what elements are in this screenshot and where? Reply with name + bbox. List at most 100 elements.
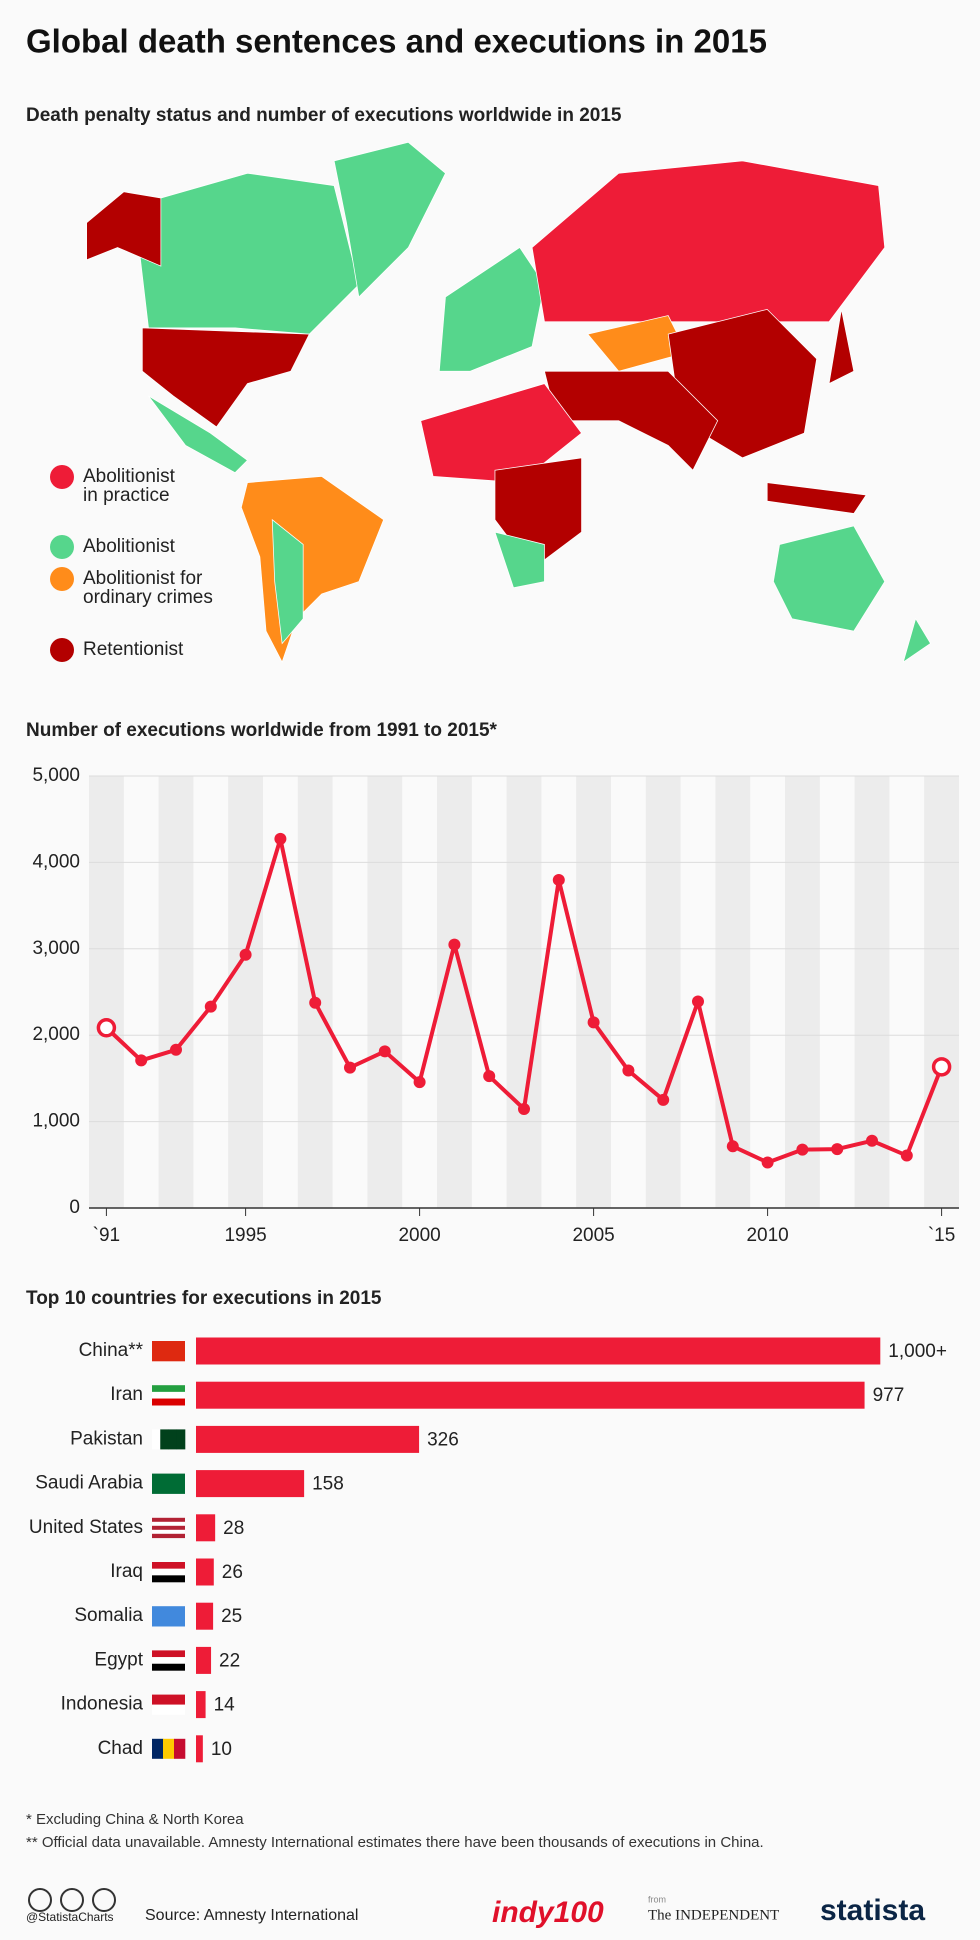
flag [176,1429,186,1450]
value-label: 326 [427,1429,459,1450]
flag [152,1704,185,1715]
point [831,1143,844,1156]
value-label: 22 [219,1650,240,1671]
band [367,776,403,1208]
y-tick-label: 1,000 [32,1111,80,1132]
cc-icon [28,1888,52,1912]
flag [160,1429,169,1450]
y-tick-label: 3,000 [32,938,80,959]
flag [168,1429,178,1450]
bar [196,1425,420,1453]
flag [152,1657,185,1665]
flag [163,1738,175,1759]
flag [152,1568,185,1576]
map-subtitle: Death penalty status and number of execu… [26,105,622,126]
footnote: * Excluding China & North Korea [26,1811,244,1828]
point [726,1140,739,1153]
flag [152,1385,185,1393]
flag [152,1525,185,1531]
point [761,1156,774,1169]
band [576,776,611,1208]
band [506,776,542,1208]
flag [152,1341,185,1362]
flag [152,1391,185,1399]
category-label: United States [29,1517,143,1538]
bar [196,1735,203,1763]
x-tick-label: 1995 [224,1225,266,1246]
band [785,776,820,1208]
legend-swatch [50,535,74,559]
legend-label: Abolitionist for [83,568,203,589]
point [170,1043,182,1056]
x-tick-label: 2005 [572,1225,614,1246]
point [448,938,461,951]
point [900,1149,913,1162]
band [158,776,194,1208]
category-label: Egypt [94,1649,143,1670]
y-tick-label: 4,000 [32,851,80,872]
flag [152,1694,185,1705]
bar [196,1558,214,1586]
chart-title: Top 10 countries for executions in 2015 [26,1288,382,1309]
by-icon [60,1888,84,1912]
nd-icon [92,1888,116,1912]
x-tick-label: 2000 [398,1225,440,1246]
value-label: 1,000+ [888,1341,947,1362]
legend-label: ordinary crimes [83,587,213,608]
point [239,948,252,961]
point [274,832,287,845]
value-label: 25 [221,1606,242,1627]
category-label: Indonesia [61,1694,144,1715]
legend-swatch [50,638,74,662]
flag [152,1650,185,1658]
point [657,1093,670,1106]
bar [196,1514,216,1542]
category-label: Somalia [74,1605,143,1626]
flag [152,1517,185,1523]
point [309,996,322,1009]
y-tick-label: 0 [69,1197,80,1218]
flag [152,1533,185,1539]
footnote: ** Official data unavailable. Amnesty In… [26,1834,764,1851]
category-label: China** [79,1340,144,1361]
chart-title: Number of executions worldwide from 1991… [26,720,498,741]
band [924,776,959,1208]
value-label: 26 [222,1562,243,1583]
bar [196,1646,212,1674]
band [297,776,333,1208]
source: Source: Amnesty International [145,1907,358,1924]
legend-label: Abolitionist [83,466,176,487]
point [204,1000,217,1013]
y-tick-label: 2,000 [32,1024,80,1045]
flag [152,1473,185,1494]
point [796,1143,809,1156]
category-label: Iraq [110,1561,143,1582]
flag [152,1606,185,1627]
band [645,776,681,1208]
world-map [86,141,932,663]
point [413,1076,426,1089]
flag [152,1562,185,1569]
bar [196,1381,865,1409]
point [622,1064,635,1077]
flag [152,1529,185,1535]
band [228,776,263,1208]
bar [196,1602,214,1630]
x-tick-label: `15 [928,1225,955,1246]
point [518,1102,530,1115]
bar [196,1470,305,1498]
y-tick-label: 5,000 [32,765,80,786]
flag [152,1663,185,1671]
value-label: 28 [223,1518,244,1539]
independent-logo: The INDEPENDENT [648,1907,779,1923]
bar [196,1691,206,1719]
point [587,1016,600,1029]
category-label: Saudi Arabia [35,1473,143,1494]
point [135,1054,148,1067]
flag [174,1738,186,1759]
band [715,776,751,1208]
flag [152,1575,185,1583]
statista-logo: statista [820,1894,925,1927]
flag [152,1521,185,1527]
